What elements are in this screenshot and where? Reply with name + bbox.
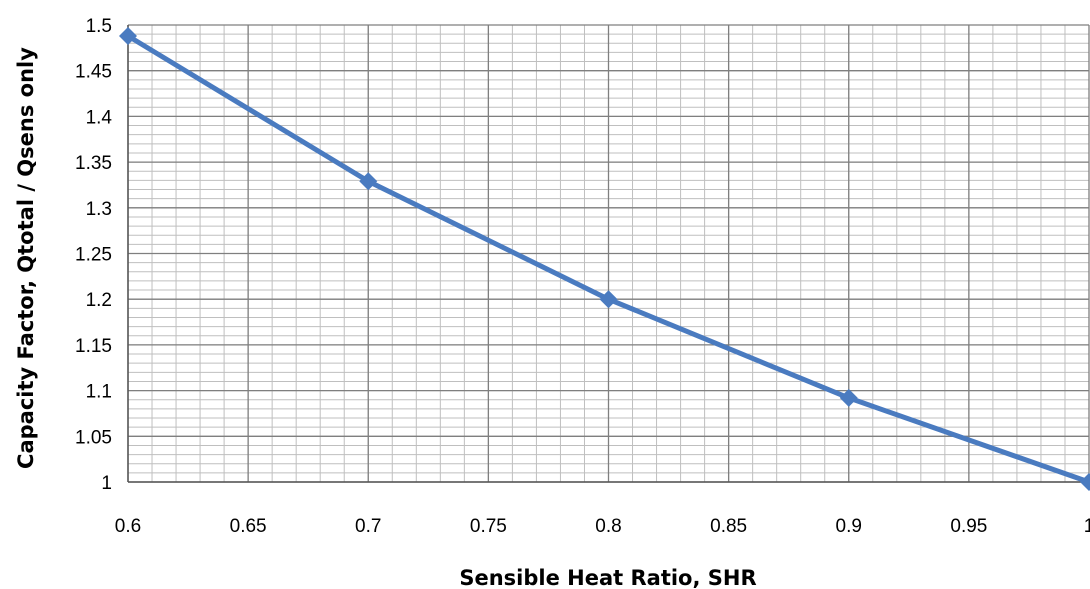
x-tick-label: 0.85 [710,516,747,537]
x-tick-label: 0.65 [230,516,267,537]
x-axis-tick-labels: 0.6 0.65 0.7 0.75 0.8 0.85 0.9 0.95 1 [115,516,1090,537]
data-point-marker [1080,473,1090,491]
x-tick-label: 0.7 [355,516,381,537]
y-tick-label: 1.45 [75,62,112,83]
y-axis-title: Capacity Factor, Qtotal / Qsens only [14,47,38,469]
y-axis-tick-labels: 1 1.05 1.1 1.15 1.2 1.25 1.3 1.35 1.4 1.45 1.5 [75,16,112,494]
y-tick-label: 1.5 [86,16,112,37]
data-point-marker [119,26,137,45]
x-tick-label: 0.95 [950,516,987,537]
major-grid [127,24,1090,483]
x-axis-title: Sensible Heat Ratio, SHR [459,566,756,589]
y-tick-label: 1.4 [86,107,113,128]
series-layer [119,26,1090,491]
x-tick-label: 0.75 [470,516,507,537]
y-tick-label: 1.05 [75,427,112,448]
x-tick-label: 1 [1084,516,1090,537]
y-tick-label: 1.2 [86,290,112,311]
x-tick-label: 0.9 [836,516,862,537]
y-tick-label: 1.15 [75,336,112,357]
y-tick-label: 1.3 [86,199,112,220]
data-point-marker [599,290,618,309]
data-point-marker [839,388,858,407]
y-tick-label: 1.35 [75,153,112,174]
y-tick-label: 1 [101,473,112,494]
y-tick-label: 1.25 [75,245,112,266]
data-point-marker [359,172,378,191]
y-tick-label: 1.1 [86,382,112,403]
x-tick-label: 0.8 [595,516,621,537]
x-tick-label: 0.6 [115,516,141,537]
